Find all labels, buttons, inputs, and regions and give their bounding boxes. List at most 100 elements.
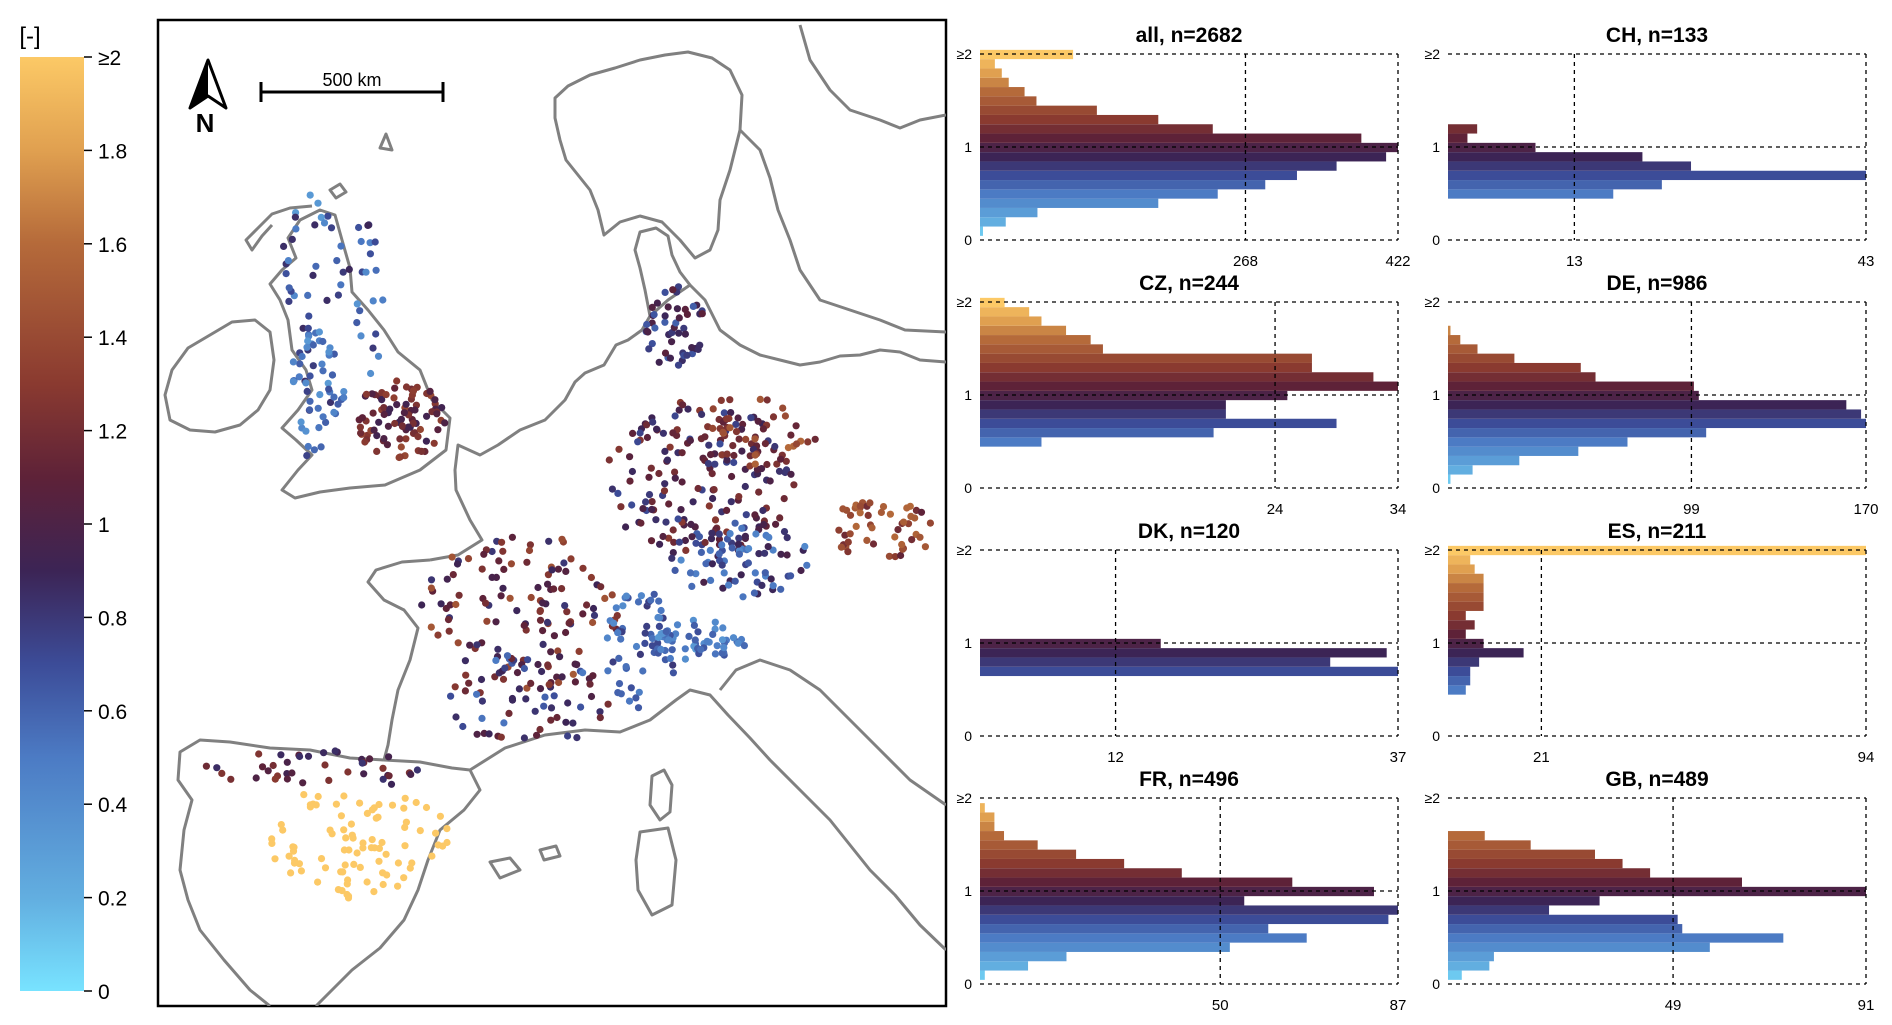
station-point [545,681,553,689]
station-point [765,533,773,542]
station-point [709,630,717,639]
histogram-bar [1448,465,1473,475]
station-point [694,628,702,636]
station-point [316,391,324,399]
station-point [737,571,745,579]
station-point [562,718,570,726]
station-point [271,775,279,783]
station-point [325,348,333,356]
station-point [300,791,308,799]
station-point [523,558,531,566]
histogram-bar [980,124,1213,134]
station-point [782,457,790,465]
station-point [288,769,296,777]
station-point [387,780,396,788]
histogram-bar [980,896,1245,906]
colorbar-tick-label: 0 [98,981,110,1004]
station-point [302,379,310,387]
station-point [374,352,383,360]
histogram-bar [1448,592,1484,602]
station-point [459,722,467,731]
station-point [668,338,676,346]
station-point [761,440,770,448]
station-point [691,636,699,644]
station-point [674,361,683,369]
station-point [661,288,669,296]
station-point [319,367,327,375]
station-point [673,621,682,629]
x-tick-label: 99 [1683,501,1700,518]
histogram-bar [980,840,1038,850]
station-point [751,435,759,443]
histogram-bar [980,344,1103,354]
histogram-bar [1448,914,1678,925]
station-point [288,235,296,243]
y-tick-label: 1 [964,139,972,155]
histogram-bar [1448,124,1478,134]
station-point [264,767,272,775]
station-point [258,763,267,771]
station-point [427,584,435,592]
station-point [711,618,719,626]
station-point [554,565,563,573]
station-point [675,538,684,546]
station-point [488,547,496,556]
station-point [661,312,669,320]
station-point [536,725,544,734]
station-point [283,758,291,766]
station-point [315,424,323,432]
station-point [605,456,613,464]
station-point [711,516,720,524]
station-point [741,482,749,491]
histogram-title: DE, n=986 [1607,272,1708,295]
histogram-bar [1448,390,1699,401]
station-point [368,836,376,844]
station-point [665,534,673,542]
station-point [391,419,399,428]
station-point [635,688,643,696]
station-point [304,291,312,299]
y-tick-label: ≥2 [957,46,973,62]
histogram-0: all, n=2682 0 1 ≥2 268 422 [957,24,1411,270]
station-point [741,532,750,540]
station-point [569,670,577,678]
station-point [645,491,654,499]
station-point [779,404,787,412]
station-point [280,242,288,250]
station-point [684,405,692,413]
station-point [343,880,351,888]
station-point [707,451,715,459]
station-point [772,520,780,528]
station-point [698,410,706,418]
histogram-bar [1448,437,1628,447]
map-panel: N 500 km [156,18,948,1008]
station-point [319,413,327,421]
station-point [334,291,342,299]
station-point [289,843,297,851]
histogram-bar [980,858,1125,869]
station-point [763,396,771,404]
y-tick-label: 0 [964,728,972,744]
station-point [669,669,678,677]
station-point [480,550,488,558]
station-point [926,519,935,527]
station-point [296,360,304,368]
histogram-bar [1448,961,1490,971]
station-point [539,640,547,649]
histogram-bar [1448,970,1462,980]
station-point [473,690,481,698]
station-point [441,419,449,427]
station-point [608,591,616,599]
histogram-bar [980,400,1226,410]
histogram-bar [980,418,1337,429]
station-point [451,683,459,691]
station-point [533,731,541,739]
histogram-bar [1448,676,1471,686]
station-point [776,514,784,522]
station-point [666,443,674,451]
station-point [520,734,529,742]
station-point [255,750,263,758]
station-point [655,358,663,366]
colorbar-gradient [20,57,84,991]
histogram-bar [980,868,1182,878]
